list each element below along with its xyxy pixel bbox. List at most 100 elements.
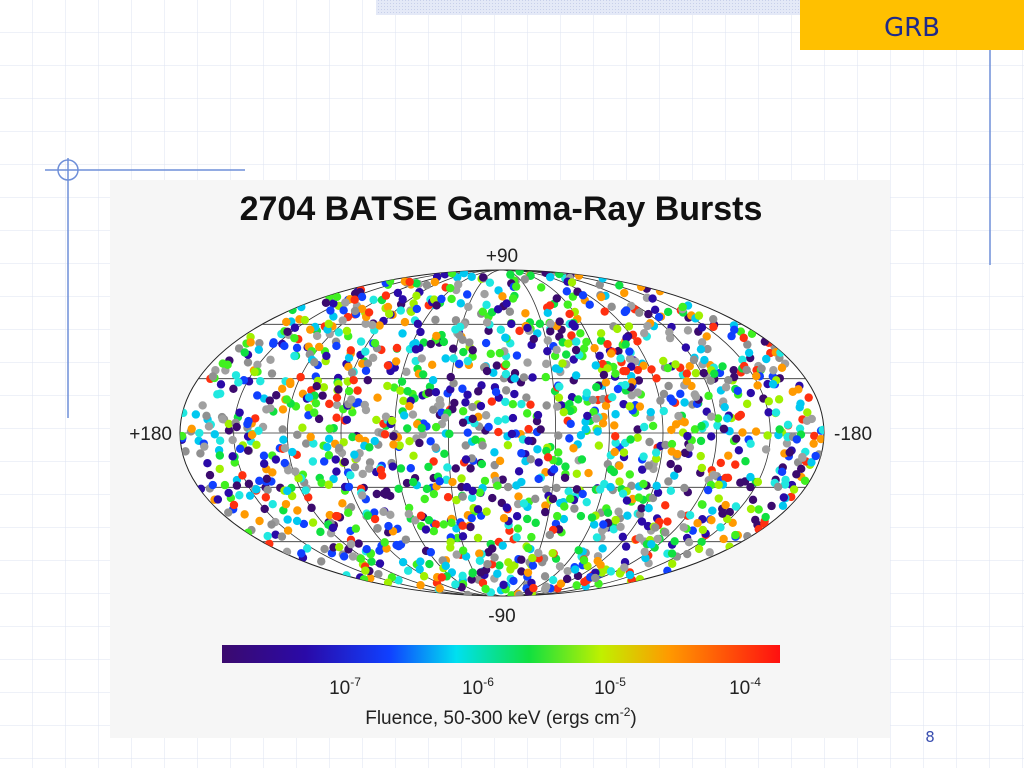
- burst-dot: [252, 440, 261, 450]
- burst-dot: [348, 432, 357, 442]
- burst-dot: [661, 501, 670, 510]
- burst-dot: [551, 364, 561, 373]
- burst-dot: [603, 364, 612, 373]
- burst-dot: [534, 548, 543, 558]
- burst-dot: [202, 411, 211, 421]
- burst-dot: [253, 360, 262, 370]
- colorbar: [222, 645, 780, 663]
- burst-dot: [459, 347, 468, 357]
- burst-dot: [635, 402, 645, 411]
- burst-dot: [606, 465, 616, 474]
- burst-dot: [446, 372, 455, 382]
- burst-dot: [372, 415, 381, 425]
- burst-dot: [424, 515, 434, 525]
- colorbar-tick-label: 10-5: [594, 675, 626, 699]
- burst-dot: [738, 428, 747, 437]
- burst-dot: [458, 335, 467, 345]
- burst-dot: [690, 425, 700, 434]
- burst-dot: [719, 424, 729, 433]
- burst-dot: [404, 503, 414, 513]
- burst-dot: [536, 425, 545, 434]
- burst-dot: [318, 391, 327, 400]
- burst-dot: [397, 377, 407, 386]
- burst-dot: [618, 532, 628, 542]
- burst-dot: [245, 491, 255, 500]
- burst-dot: [308, 518, 318, 527]
- burst-dot: [325, 399, 334, 409]
- burst-dot: [344, 353, 354, 362]
- burst-dot: [534, 474, 543, 484]
- burst-dot: [621, 340, 630, 349]
- burst-dot: [517, 555, 526, 564]
- burst-dot: [517, 567, 526, 576]
- burst-dot: [663, 307, 673, 317]
- burst-dot: [431, 388, 441, 397]
- burst-dot: [543, 336, 553, 345]
- burst-dot: [294, 474, 303, 483]
- burst-dot: [661, 440, 670, 450]
- burst-dot: [673, 464, 683, 474]
- burst-dot: [244, 416, 253, 426]
- burst-dot: [619, 448, 629, 457]
- burst-dot: [524, 436, 533, 446]
- burst-dot: [809, 439, 818, 448]
- burst-dot: [339, 306, 348, 315]
- burst-dot: [643, 321, 652, 331]
- burst-dot: [548, 575, 558, 585]
- burst-dot: [546, 319, 555, 328]
- burst-dot: [488, 493, 497, 503]
- burst-dot: [473, 505, 483, 514]
- burst-dot: [477, 459, 487, 469]
- burst-dot: [261, 493, 271, 502]
- burst-dot: [640, 422, 649, 432]
- burst-dot: [429, 457, 438, 466]
- burst-dot: [508, 294, 518, 303]
- burst-dot: [493, 481, 502, 490]
- burst-dot: [446, 543, 455, 552]
- burst-dot: [774, 395, 784, 404]
- burst-dot: [478, 273, 488, 282]
- burst-dot: [746, 472, 755, 482]
- burst-dot: [446, 385, 455, 394]
- burst-dot: [681, 343, 691, 352]
- burst-dot: [685, 362, 694, 371]
- label-text: Fluence, 50-300 keV (ergs cm: [365, 708, 620, 729]
- burst-dot: [370, 338, 380, 348]
- burst-dot: [396, 306, 406, 315]
- burst-dot: [481, 584, 490, 594]
- burst-dot: [208, 480, 217, 490]
- burst-dot: [659, 406, 668, 416]
- burst-dot: [529, 334, 539, 344]
- burst-dot: [640, 547, 649, 557]
- burst-dot: [195, 428, 204, 438]
- burst-dot: [471, 435, 480, 444]
- burst-dot: [560, 473, 570, 482]
- burst-dot: [229, 384, 238, 393]
- burst-dot: [235, 444, 245, 453]
- tick-exponent: -6: [483, 675, 494, 689]
- burst-dot: [406, 464, 415, 473]
- burst-dot: [620, 288, 629, 298]
- burst-dot: [508, 413, 518, 423]
- burst-dot: [346, 346, 356, 355]
- burst-dot: [375, 559, 385, 568]
- burst-dot: [506, 270, 515, 279]
- burst-dot: [411, 516, 420, 525]
- burst-dot: [458, 532, 468, 541]
- burst-dot: [302, 544, 312, 553]
- burst-dot: [624, 322, 634, 331]
- burst-dot: [644, 461, 653, 470]
- burst-dot: [482, 300, 491, 310]
- burst-dot: [464, 302, 473, 312]
- burst-dot: [665, 328, 674, 337]
- burst-dot: [450, 398, 459, 408]
- burst-dot: [764, 397, 774, 406]
- burst-dot: [458, 492, 467, 501]
- burst-dot: [204, 422, 214, 431]
- burst-dot: [349, 376, 358, 385]
- burst-dot: [502, 503, 512, 512]
- burst-dot: [396, 386, 405, 395]
- burst-dot: [625, 354, 635, 363]
- burst-dot: [299, 519, 309, 529]
